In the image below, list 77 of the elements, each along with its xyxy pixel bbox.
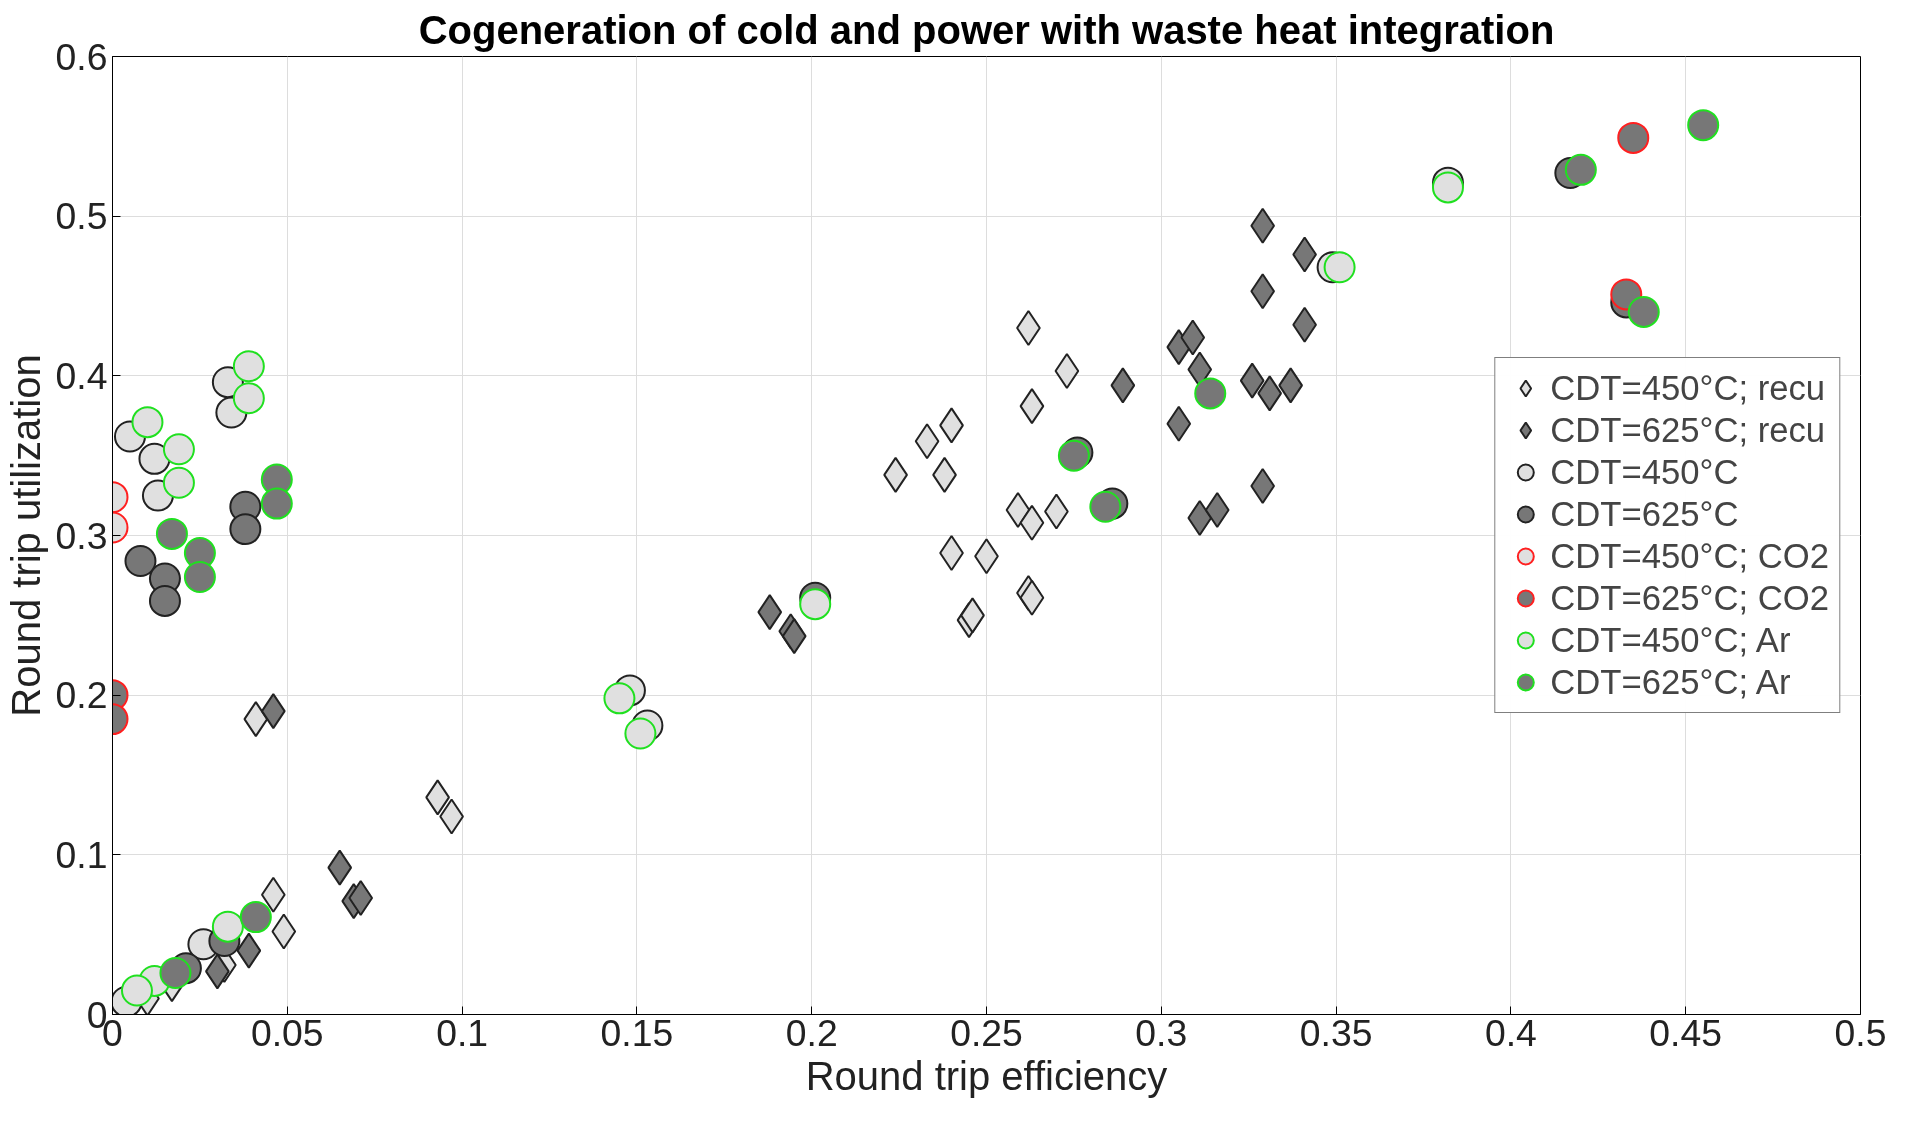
y-tick-label: 0.2 xyxy=(55,674,108,717)
point xyxy=(229,513,262,546)
point xyxy=(260,693,286,730)
point xyxy=(159,957,192,989)
legend-label: CDT=625°C; Ar xyxy=(1550,662,1791,702)
legend-label: CDT=450°C; CO2 xyxy=(1550,536,1829,576)
point xyxy=(781,618,807,655)
point xyxy=(260,487,293,520)
point xyxy=(1166,405,1192,442)
point xyxy=(211,910,244,943)
point xyxy=(624,717,657,750)
legend-label: CDT=625°C xyxy=(1550,494,1739,534)
x-tick-label: 0.25 xyxy=(950,1011,1023,1054)
point xyxy=(1250,468,1276,504)
point xyxy=(162,433,195,466)
point xyxy=(603,682,636,715)
point xyxy=(1257,375,1283,412)
point xyxy=(1250,273,1276,310)
point xyxy=(243,701,269,738)
point xyxy=(260,876,286,913)
point xyxy=(162,466,195,499)
y-tick-label: 0.6 xyxy=(55,35,108,78)
point xyxy=(914,423,940,460)
x-tick-label: 0.05 xyxy=(250,1011,324,1054)
point xyxy=(1194,377,1227,410)
point xyxy=(1687,109,1720,142)
legend-label: CDT=450°C xyxy=(1550,452,1739,492)
point xyxy=(1005,491,1031,528)
point xyxy=(138,442,171,475)
y-tick-label: 0.4 xyxy=(55,354,108,397)
point xyxy=(757,594,783,631)
point xyxy=(1019,504,1045,541)
point xyxy=(327,849,353,886)
y-tick-label: 0.5 xyxy=(55,195,108,238)
x-tick-label: 0.3 xyxy=(1135,1011,1188,1054)
point xyxy=(348,879,374,916)
y-tick-label: 0.3 xyxy=(55,514,108,557)
legend-label: CDT=625°C; recu xyxy=(1550,410,1826,450)
x-axis-title: Round trip efficiency xyxy=(805,1053,1168,1098)
point xyxy=(1564,153,1597,186)
point xyxy=(236,932,262,969)
point xyxy=(1204,491,1230,528)
point xyxy=(1250,207,1276,244)
x-tick-label: 0.5 xyxy=(1834,1011,1887,1054)
legend-label: CDT=450°C; Ar xyxy=(1550,620,1791,660)
point xyxy=(131,406,164,439)
point xyxy=(148,584,181,617)
chart-title: Cogeneration of cold and power with waste heat integration xyxy=(418,7,1555,52)
point xyxy=(1089,490,1122,523)
legend-label: CDT=625°C; CO2 xyxy=(1550,578,1829,618)
x-tick-label: 0.2 xyxy=(785,1011,838,1054)
point xyxy=(232,382,265,415)
point xyxy=(1110,367,1136,404)
x-tick-label: 0.35 xyxy=(1299,1011,1373,1054)
point xyxy=(124,545,157,578)
point xyxy=(1323,251,1356,284)
x-tick-label: 0.45 xyxy=(1649,1011,1723,1054)
point xyxy=(232,350,265,383)
point xyxy=(1019,388,1045,425)
x-tick-label: 0.15 xyxy=(600,1011,674,1054)
point xyxy=(183,561,216,593)
x-tick-label: 0.4 xyxy=(1484,1011,1537,1054)
x-tick-label: 0.1 xyxy=(436,1011,489,1054)
point xyxy=(1019,579,1045,616)
point xyxy=(120,974,153,1007)
point xyxy=(1627,296,1660,328)
y-tick-label: 0.1 xyxy=(55,833,108,876)
point xyxy=(1187,499,1213,536)
point xyxy=(1054,353,1080,390)
point xyxy=(239,901,272,934)
point xyxy=(799,588,832,621)
point xyxy=(271,913,297,950)
point xyxy=(1180,319,1206,356)
point xyxy=(1239,362,1265,399)
y-axis-title: Round trip utilization xyxy=(3,354,48,717)
legend-label: CDT=450°C; recu xyxy=(1550,368,1826,408)
point xyxy=(155,517,188,550)
